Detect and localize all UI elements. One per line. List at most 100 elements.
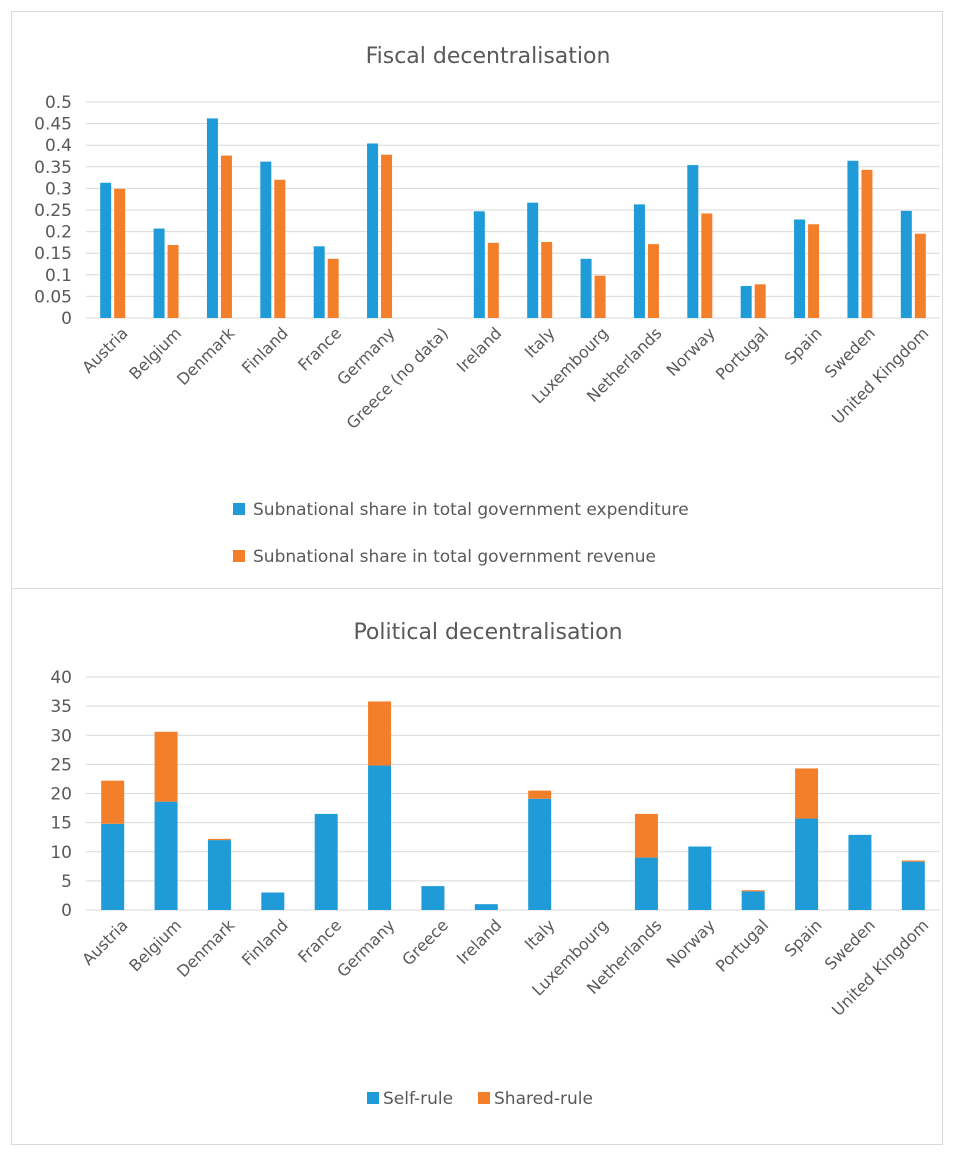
legend-item-expenditure: Subnational share in total government ex… — [233, 500, 689, 520]
y-tick-label: 5 — [61, 872, 72, 892]
bar-expenditure-spain — [794, 219, 806, 318]
x-tick-label: Germany — [333, 916, 398, 981]
bar-self-rule-sweden — [848, 834, 872, 910]
bar-expenditure-netherlands — [633, 204, 645, 318]
x-tick-label: Norway — [662, 324, 718, 380]
x-tick-label: Ireland — [453, 916, 506, 969]
bar-revenue-luxembourg — [594, 275, 606, 318]
political-chart: Political decentralisation 0 5 10 15 20 25 30 3… — [50, 620, 940, 1109]
fiscal-y-axis: 00.050.10.150.20.250.30.350.40.450.5 — [34, 93, 72, 329]
bar-expenditure-luxembourg — [580, 258, 592, 318]
legend-label-expenditure: Subnational share in total government ex… — [253, 500, 689, 520]
bar-self-rule-norway — [688, 846, 712, 910]
bar-revenue-ireland — [487, 242, 499, 318]
bar-self-rule-united-kingdom — [901, 861, 925, 910]
bar-expenditure-united-kingdom — [900, 210, 912, 318]
x-tick-label: Portugal — [712, 324, 772, 384]
bar-expenditure-norway — [687, 165, 699, 318]
legend-label-shared-rule: Shared-rule — [494, 1089, 593, 1109]
bar-expenditure-belgium — [153, 228, 165, 318]
bar-expenditure-france — [313, 246, 325, 318]
x-tick-label: Italy — [521, 916, 559, 954]
bar-self-rule-portugal — [741, 891, 765, 910]
bar-self-rule-greece — [421, 886, 445, 910]
political-bars — [101, 701, 925, 910]
fiscal-chart-title: Fiscal decentralisation — [366, 44, 611, 69]
y-tick-label: 0.3 — [45, 179, 72, 199]
x-tick-label: France — [294, 324, 345, 375]
bar-self-rule-germany — [368, 765, 392, 910]
legend-swatch-self-rule — [367, 1092, 379, 1104]
bar-expenditure-denmark — [206, 118, 218, 318]
bar-self-rule-france — [314, 813, 338, 910]
x-tick-label: Austria — [78, 324, 131, 377]
bar-revenue-finland — [274, 179, 286, 318]
legend-item-revenue: Subnational share in total government re… — [233, 547, 656, 567]
bar-revenue-germany — [381, 154, 393, 318]
bar-self-rule-netherlands — [634, 857, 658, 910]
political-panel-frame — [11, 588, 943, 1145]
legend-label-revenue: Subnational share in total government re… — [253, 547, 656, 567]
x-tick-label: Denmark — [173, 323, 239, 389]
bar-expenditure-austria — [100, 182, 112, 318]
political-chart-title: Political decentralisation — [353, 620, 622, 645]
x-tick-label: Greece (no data) — [343, 324, 452, 433]
x-tick-label: Portugal — [712, 916, 772, 976]
bar-self-rule-finland — [261, 892, 285, 910]
x-tick-label: Austria — [78, 916, 131, 969]
bar-self-rule-italy — [528, 798, 552, 910]
bar-revenue-norway — [701, 213, 713, 318]
y-tick-label: 0.35 — [34, 158, 72, 178]
y-tick-label: 0 — [61, 309, 72, 329]
x-tick-label: Italy — [521, 324, 559, 362]
fiscal-legend: Subnational share in total government ex… — [233, 500, 689, 567]
legend-label-self-rule: Self-rule — [383, 1089, 453, 1109]
x-tick-label: Finland — [238, 916, 292, 970]
legend-item-self-rule: Self-rule — [367, 1089, 453, 1109]
political-y-axis: 0 5 10 15 20 25 30 35 40 — [50, 668, 72, 921]
bar-shared-rule-spain — [795, 768, 819, 819]
y-tick-label: 0.45 — [34, 115, 72, 135]
bar-revenue-united-kingdom — [914, 233, 926, 318]
legend-swatch-shared-rule — [478, 1092, 490, 1104]
y-tick-label: 20 — [50, 785, 72, 805]
bar-self-rule-belgium — [154, 801, 178, 910]
x-tick-label: United Kingdom — [828, 324, 932, 428]
bar-shared-rule-belgium — [154, 731, 178, 802]
legend-swatch-expenditure — [233, 503, 245, 515]
y-tick-label: 0.05 — [34, 287, 72, 307]
x-tick-label: Norway — [662, 916, 718, 972]
y-tick-label: 10 — [50, 843, 72, 863]
y-tick-label: 40 — [50, 668, 72, 688]
bar-revenue-portugal — [754, 284, 766, 318]
bar-revenue-belgium — [167, 244, 179, 318]
y-tick-label: 0.1 — [45, 266, 72, 286]
bar-revenue-sweden — [861, 169, 873, 318]
x-tick-label: Ireland — [453, 324, 506, 377]
bar-expenditure-ireland — [473, 211, 485, 318]
political-legend: Self-rule Shared-rule — [367, 1089, 593, 1109]
bar-self-rule-spain — [795, 818, 819, 910]
bar-self-rule-denmark — [207, 840, 231, 910]
x-tick-label: France — [294, 916, 345, 967]
bar-shared-rule-portugal — [741, 890, 765, 892]
y-tick-label: 15 — [50, 814, 72, 834]
bar-self-rule-austria — [101, 823, 125, 910]
bar-expenditure-italy — [527, 202, 539, 318]
bar-expenditure-germany — [367, 143, 379, 318]
bar-expenditure-portugal — [740, 286, 752, 318]
bar-shared-rule-denmark — [207, 838, 231, 841]
x-tick-label: Greece — [398, 916, 452, 970]
bar-shared-rule-united-kingdom — [901, 860, 925, 862]
x-tick-label: Spain — [781, 324, 826, 369]
bar-revenue-spain — [808, 224, 820, 318]
x-tick-label: Denmark — [173, 915, 239, 981]
bar-shared-rule-germany — [368, 701, 392, 766]
x-tick-label: Finland — [238, 324, 292, 378]
legend-item-shared-rule: Shared-rule — [478, 1089, 593, 1109]
y-tick-label: 35 — [50, 697, 72, 717]
bar-revenue-italy — [541, 241, 553, 318]
